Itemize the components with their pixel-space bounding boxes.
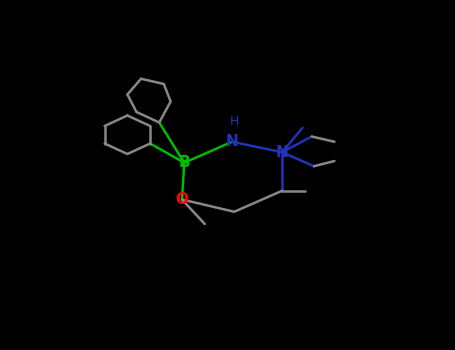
Text: N: N bbox=[276, 145, 288, 160]
Text: N: N bbox=[226, 134, 238, 149]
Text: B: B bbox=[178, 155, 190, 170]
Text: H: H bbox=[230, 115, 239, 128]
Text: O: O bbox=[176, 192, 188, 207]
